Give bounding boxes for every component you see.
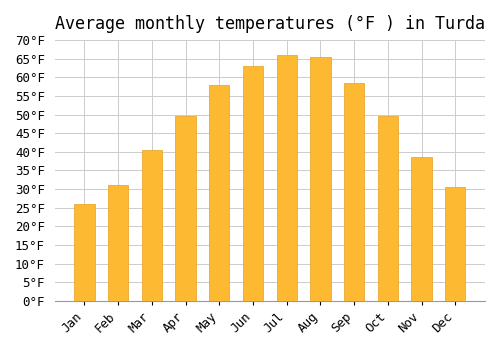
Bar: [243, 66, 263, 301]
Bar: [310, 57, 330, 301]
Title: Average monthly temperatures (°F ) in Turda: Average monthly temperatures (°F ) in Tu…: [55, 15, 485, 33]
Bar: [276, 55, 297, 301]
Bar: [142, 150, 162, 301]
Bar: [209, 85, 230, 301]
Bar: [108, 186, 128, 301]
Bar: [378, 117, 398, 301]
Bar: [176, 117, 196, 301]
Bar: [74, 204, 94, 301]
Bar: [412, 158, 432, 301]
Bar: [344, 83, 364, 301]
Bar: [445, 187, 466, 301]
